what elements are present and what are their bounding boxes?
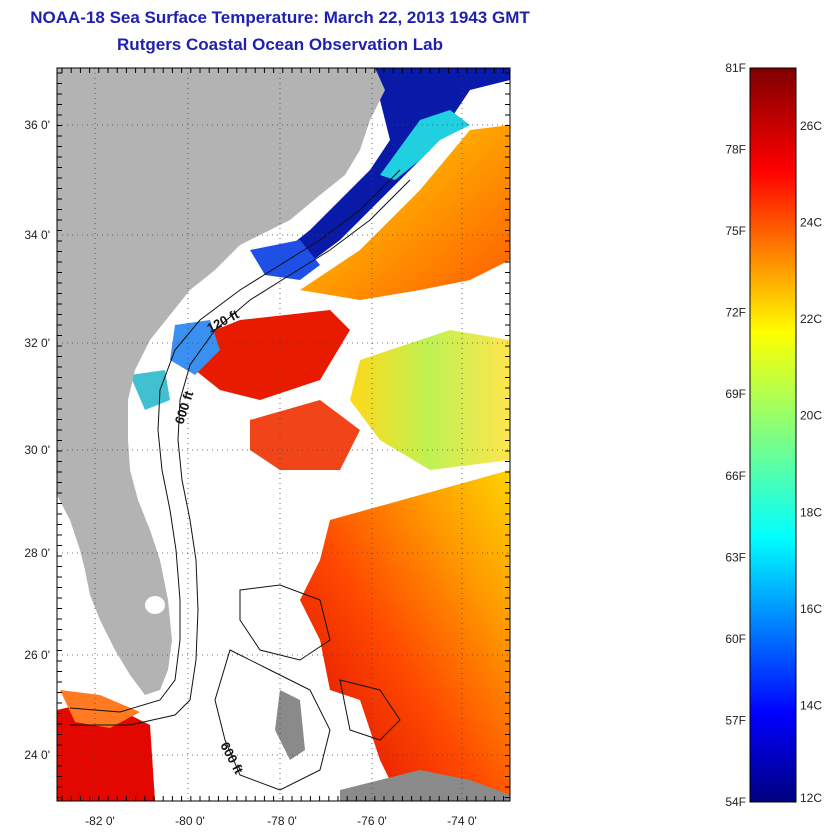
sst-central-band — [350, 330, 510, 470]
graticule — [57, 68, 510, 801]
colorbar-c-label: 12C — [800, 791, 822, 805]
lon-label-82: -82 0' — [85, 814, 115, 828]
colorbar-fahrenheit-labels: 81F 78F 75F 72F 69F 66F 63F 60F 57F 54F — [725, 61, 746, 809]
lon-label-76: -76 0' — [357, 814, 387, 828]
lon-label-80: -80 0' — [175, 814, 205, 828]
map-title: NOAA-18 Sea Surface Temperature: March 2… — [30, 8, 530, 27]
lat-label-30: 30 0' — [24, 443, 50, 457]
colorbar-c-label: 22C — [800, 312, 822, 326]
lat-label-34: 34 0' — [24, 228, 50, 242]
colorbar-c-label: 24C — [800, 216, 822, 230]
lon-label-78: -78 0' — [267, 814, 297, 828]
sst-red-patch-mid — [190, 310, 350, 400]
colorbar-f-label: 60F — [725, 632, 746, 646]
frame-ticks — [57, 68, 510, 801]
colorbar-c-label: 18C — [800, 505, 822, 519]
lat-label-28: 28 0' — [24, 546, 50, 560]
colorbar-c-label: 20C — [800, 409, 822, 423]
bahamas-bank-contour — [214, 584, 401, 791]
sst-cyan-shelf — [380, 110, 470, 180]
colorbar-f-label: 66F — [725, 469, 746, 483]
sst-red-patch-south — [250, 400, 360, 470]
map-subtitle: Rutgers Coastal Ocean Observation Lab — [117, 35, 443, 54]
lat-label-32: 32 0' — [24, 336, 50, 350]
colorbar: 81F 78F 75F 72F 69F 66F 63F 60F 57F 54F 26C 24C 22C… — [725, 61, 822, 809]
depth-contour-600ft — [70, 179, 411, 726]
sst-keys-orange — [60, 690, 140, 728]
colorbar-c-label: 16C — [800, 602, 822, 616]
lat-label-24: 24 0' — [24, 748, 50, 762]
colorbar-f-label: 69F — [725, 387, 746, 401]
colorbar-f-label: 72F — [725, 306, 746, 320]
colorbar-c-label: 14C — [800, 698, 822, 712]
colorbar-f-label: 57F — [725, 713, 746, 727]
sst-cold-carolina — [250, 240, 320, 280]
colorbar-celsius-labels: 26C 24C 22C 20C 18C 16C 14C 12C — [800, 119, 822, 805]
sst-gulfstream-north — [300, 125, 510, 300]
colorbar-gradient — [749, 67, 797, 803]
colorbar-c-label: 26C — [800, 119, 822, 133]
colorbar-f-label: 63F — [725, 550, 746, 564]
lon-label-74: -74 0' — [447, 814, 477, 828]
map-plot-area — [57, 68, 510, 801]
lat-label-36: 36 0' — [24, 118, 50, 132]
colorbar-f-label: 78F — [725, 143, 746, 157]
map-frame — [56, 67, 511, 802]
colorbar-f-label: 54F — [725, 795, 746, 809]
cuba-coast — [340, 770, 510, 801]
lat-label-26: 26 0' — [24, 648, 50, 662]
lake-okeechobee — [145, 596, 165, 614]
depth-contour-120ft — [69, 169, 401, 713]
colorbar-f-label: 81F — [725, 61, 746, 75]
colorbar-f-label: 75F — [725, 224, 746, 238]
bahamas-andros — [275, 690, 305, 760]
sst-cold-georgia — [170, 320, 220, 375]
landmass — [57, 68, 385, 695]
